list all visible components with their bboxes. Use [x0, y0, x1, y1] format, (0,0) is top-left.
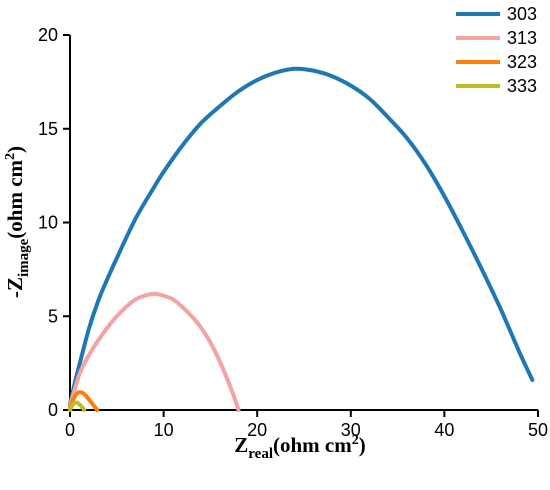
x-tick-label: 10: [154, 420, 174, 440]
ticks: 0 10 20 30 40 50 0 5 10 15 20: [38, 25, 548, 440]
x-axis-title-unit: (ohm cm: [273, 433, 352, 457]
x-axis-title-close: ): [359, 433, 366, 457]
legend-label-323: 323: [507, 52, 537, 72]
series-line-303: [68, 66, 535, 407]
y-axis-title-main: -Z: [3, 277, 27, 298]
legend-label-303: 303: [507, 4, 537, 24]
x-axis-title-sub: real: [248, 446, 273, 462]
legend-label-313: 313: [507, 28, 537, 48]
y-axis-title-sub: image: [16, 238, 32, 277]
y-tick-label: 20: [38, 25, 58, 45]
y-tick-label: 5: [48, 306, 58, 326]
legend-label-333: 333: [507, 76, 537, 96]
x-tick-label: 20: [247, 420, 267, 440]
y-axis-title-sup: 2: [3, 153, 18, 160]
y-axis-title: -Zimage(ohm cm2): [3, 146, 32, 298]
x-axis-title-main: Z: [234, 433, 248, 457]
y-tick-label: 0: [48, 400, 58, 420]
series-line-333: [68, 400, 87, 412]
y-tick-label: 15: [38, 119, 58, 139]
axes: [69, 35, 538, 411]
series-lines: [68, 66, 535, 412]
y-axis-title-unit: (ohm cm: [3, 159, 27, 238]
x-axis-title-sup: 2: [352, 433, 359, 448]
x-tick-label: 30: [341, 420, 361, 440]
x-tick-label: 50: [528, 420, 548, 440]
y-axis-title-close: ): [3, 146, 27, 153]
x-tick-label: 0: [65, 420, 75, 440]
legend: 303 313 323 333: [456, 4, 537, 96]
y-tick-label: 10: [38, 213, 58, 233]
x-tick-label: 40: [434, 420, 454, 440]
x-axis-title: Zreal(ohm cm2): [234, 433, 365, 462]
series-line-313: [68, 291, 241, 412]
series-line-323: [68, 390, 100, 412]
